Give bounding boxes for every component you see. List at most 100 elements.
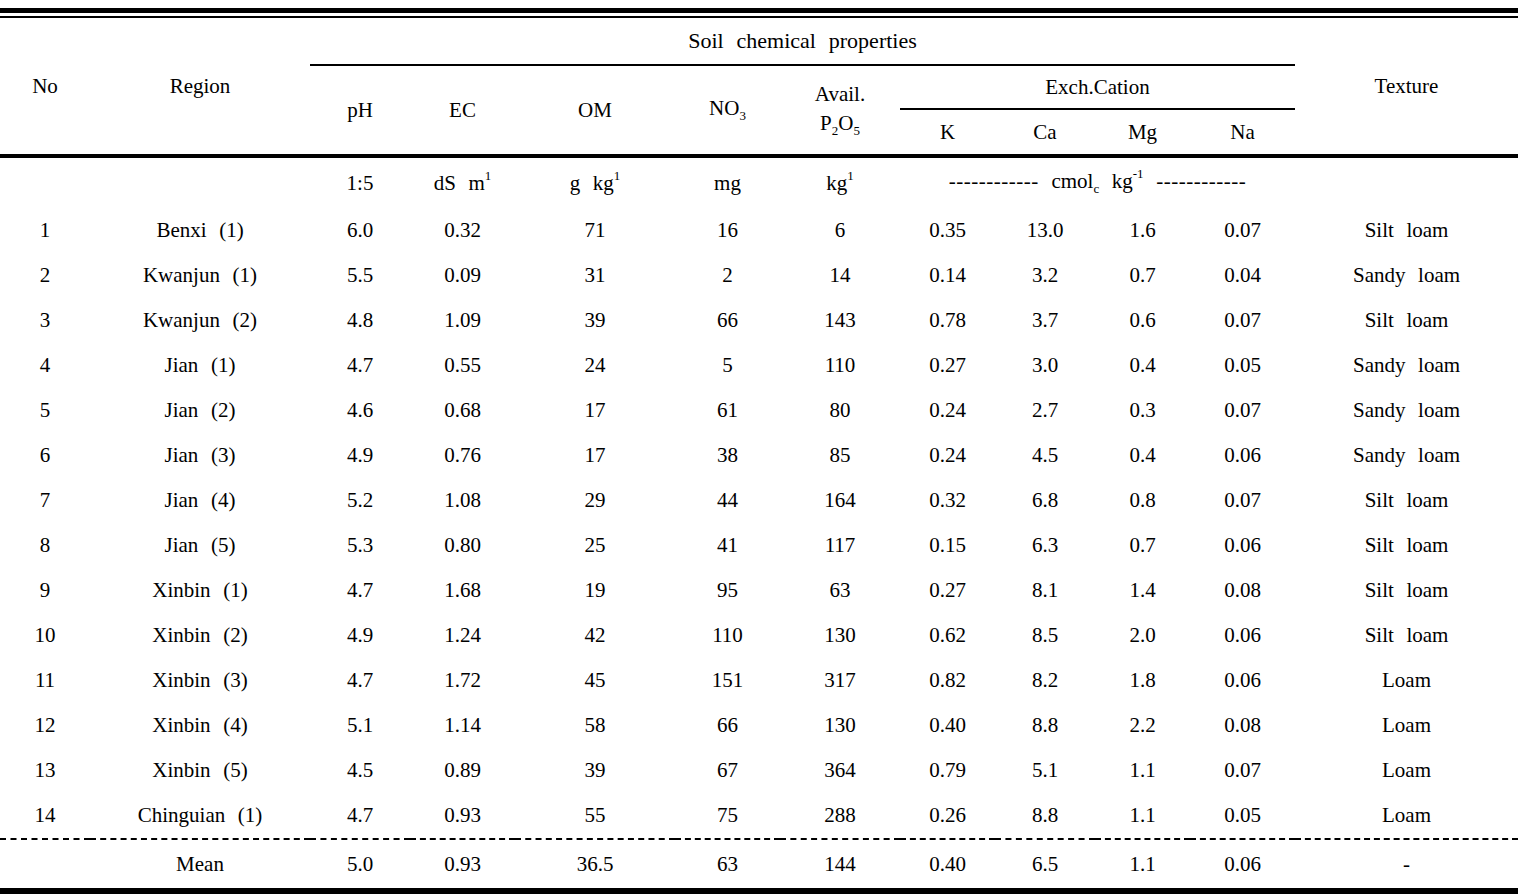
cell-na: 0.08 xyxy=(1190,568,1295,613)
cell-mg: 0.4 xyxy=(1095,433,1190,478)
unit-cation-dashes-left: ------------ xyxy=(949,169,1039,193)
unit-empty-no xyxy=(0,156,90,208)
table-row: 6 Jian (3) 4.9 0.76 17 38 85 0.24 4.5 0.… xyxy=(0,433,1518,478)
cell-no3: 16 xyxy=(675,208,780,253)
table-row: 8 Jian (5) 5.3 0.80 25 41 117 0.15 6.3 0… xyxy=(0,523,1518,568)
cell-ec: 0.80 xyxy=(410,523,515,568)
cell-ph: 5.2 xyxy=(310,478,410,523)
cell-ec: 0.89 xyxy=(410,748,515,793)
cell-region: Xinbin (3) xyxy=(90,658,310,703)
unit-cation-sup: -1 xyxy=(1133,166,1144,181)
cell-p2o5: 143 xyxy=(780,298,900,343)
cell-no: 13 xyxy=(0,748,90,793)
cell-region: Jian (3) xyxy=(90,433,310,478)
cell-om: 71 xyxy=(515,208,675,253)
cell-om: 29 xyxy=(515,478,675,523)
unit-cation-kg: kg xyxy=(1112,169,1133,193)
cell-no: 9 xyxy=(0,568,90,613)
group-header-exch-cation: Exch.Cation xyxy=(900,65,1295,109)
cell-ca: 4.5 xyxy=(995,433,1095,478)
cell-ca: 3.7 xyxy=(995,298,1095,343)
cell-no: 1 xyxy=(0,208,90,253)
cell-texture: Loam xyxy=(1295,793,1518,839)
col-header-om: OM xyxy=(515,65,675,156)
cell-mg: 2.0 xyxy=(1095,613,1190,658)
cell-p2o5: 130 xyxy=(780,613,900,658)
table-row: 9 Xinbin (1) 4.7 1.68 19 95 63 0.27 8.1 … xyxy=(0,568,1518,613)
cell-no: 7 xyxy=(0,478,90,523)
cell-mg: 0.7 xyxy=(1095,523,1190,568)
cell-om: 45 xyxy=(515,658,675,703)
cell-ca: 5.1 xyxy=(995,748,1095,793)
table-body: 1:5 dS m1 g kg1 mg kg1 ------------ cmol… xyxy=(0,156,1518,891)
cell-ec: 0.32 xyxy=(410,208,515,253)
cell-region: Jian (4) xyxy=(90,478,310,523)
cell-no3: 61 xyxy=(675,388,780,433)
cell-om: 42 xyxy=(515,613,675,658)
col-header-k: K xyxy=(900,109,995,156)
cell-texture: Loam xyxy=(1295,703,1518,748)
cell-ec: 1.72 xyxy=(410,658,515,703)
cell-na: 0.06 xyxy=(1190,658,1295,703)
cell-na: 0.06 xyxy=(1190,613,1295,658)
cell-region: Xinbin (4) xyxy=(90,703,310,748)
unit-om-base: g kg xyxy=(570,171,614,195)
mean-cell-ec: 0.93 xyxy=(410,839,515,891)
cell-texture: Sandy loam xyxy=(1295,253,1518,298)
col-header-texture: Texture xyxy=(1295,18,1518,156)
cell-na: 0.06 xyxy=(1190,523,1295,568)
unit-ec-sup: 1 xyxy=(485,168,492,183)
mean-row: Mean 5.0 0.93 36.5 63 144 0.40 6.5 1.1 0… xyxy=(0,839,1518,891)
cell-k: 0.62 xyxy=(900,613,995,658)
col-header-ec: EC xyxy=(410,65,515,156)
cell-region: Jian (5) xyxy=(90,523,310,568)
cell-region: Xinbin (2) xyxy=(90,613,310,658)
cell-no3: 67 xyxy=(675,748,780,793)
unit-cation-base: cmol xyxy=(1051,169,1093,193)
cell-ca: 3.2 xyxy=(995,253,1095,298)
col-header-no3: NO3 xyxy=(675,65,780,156)
cell-ec: 1.09 xyxy=(410,298,515,343)
table-row: 12 Xinbin (4) 5.1 1.14 58 66 130 0.40 8.… xyxy=(0,703,1518,748)
unit-p2o5-sup: 1 xyxy=(847,168,854,183)
cell-ca: 6.3 xyxy=(995,523,1095,568)
cell-mg: 1.1 xyxy=(1095,793,1190,839)
cell-p2o5: 364 xyxy=(780,748,900,793)
cell-no3: 41 xyxy=(675,523,780,568)
cell-no3: 38 xyxy=(675,433,780,478)
cell-region: Xinbin (1) xyxy=(90,568,310,613)
cell-k: 0.24 xyxy=(900,433,995,478)
cell-ph: 4.9 xyxy=(310,613,410,658)
cell-na: 0.07 xyxy=(1190,208,1295,253)
group-header-soil-chemical-properties: Soil chemical properties xyxy=(310,18,1295,65)
mean-cell-texture: - xyxy=(1295,839,1518,891)
col-header-no: No xyxy=(0,18,90,156)
unit-ec-base: dS m xyxy=(434,171,485,195)
cell-ec: 0.68 xyxy=(410,388,515,433)
col-header-mg: Mg xyxy=(1095,109,1190,156)
cell-na: 0.04 xyxy=(1190,253,1295,298)
cell-ca: 2.7 xyxy=(995,388,1095,433)
cell-na: 0.08 xyxy=(1190,703,1295,748)
cell-ec: 0.55 xyxy=(410,343,515,388)
cell-ph: 4.6 xyxy=(310,388,410,433)
mean-cell-ph: 5.0 xyxy=(310,839,410,891)
cell-ph: 4.8 xyxy=(310,298,410,343)
unit-p2o5-base: kg xyxy=(826,171,847,195)
soil-properties-table: No Region Soil chemical properties Textu… xyxy=(0,18,1518,894)
cell-no3: 66 xyxy=(675,298,780,343)
paper-page: No Region Soil chemical properties Textu… xyxy=(0,0,1518,896)
cell-ph: 5.3 xyxy=(310,523,410,568)
cell-na: 0.07 xyxy=(1190,298,1295,343)
cell-no: 12 xyxy=(0,703,90,748)
unit-om-sup: 1 xyxy=(614,168,621,183)
cell-texture: Sandy loam xyxy=(1295,343,1518,388)
cell-no: 2 xyxy=(0,253,90,298)
table-row: 4 Jian (1) 4.7 0.55 24 5 110 0.27 3.0 0.… xyxy=(0,343,1518,388)
cell-ph: 4.5 xyxy=(310,748,410,793)
unit-om: g kg1 xyxy=(515,156,675,208)
cell-no3: 44 xyxy=(675,478,780,523)
cell-ec: 1.08 xyxy=(410,478,515,523)
table-row: 1 Benxi (1) 6.0 0.32 71 16 6 0.35 13.0 1… xyxy=(0,208,1518,253)
cell-om: 55 xyxy=(515,793,675,839)
